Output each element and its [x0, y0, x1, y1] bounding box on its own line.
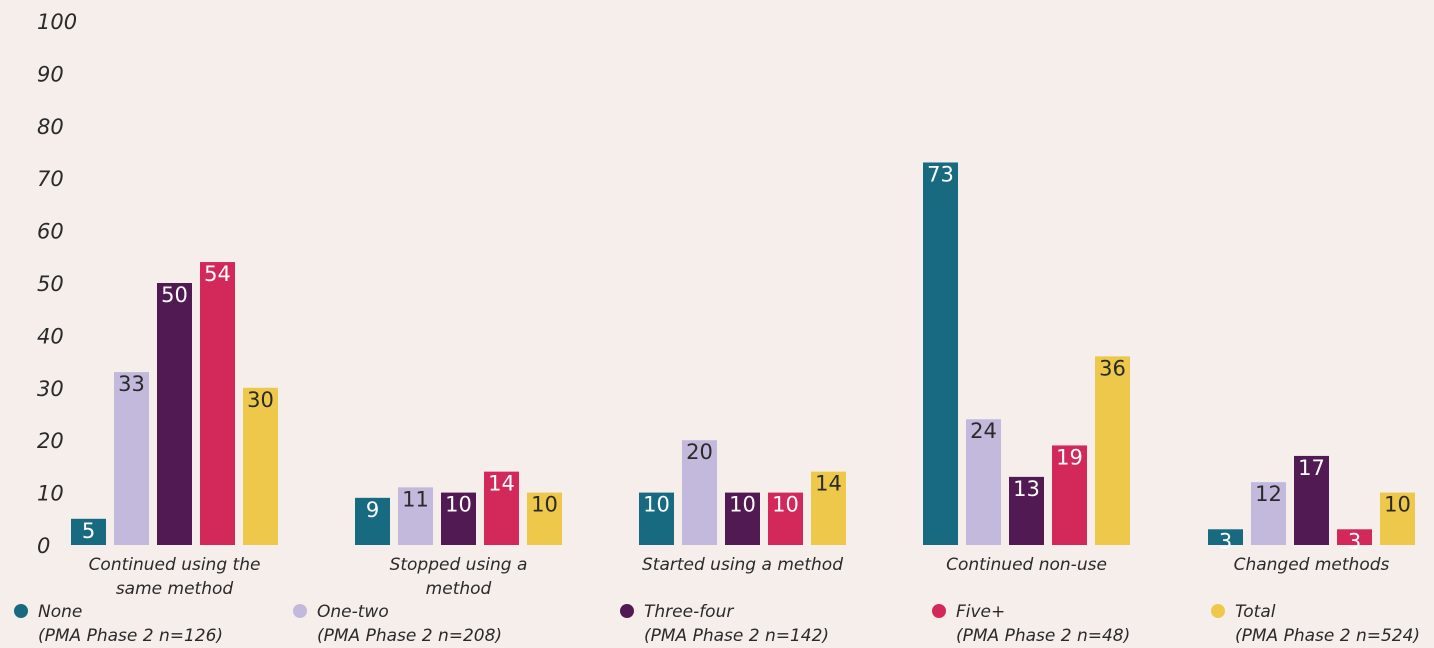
legend-marker	[293, 604, 307, 618]
y-tick-label: 90	[37, 62, 64, 86]
y-tick-label: 70	[37, 167, 64, 191]
bar-value-label: 30	[247, 388, 274, 412]
bar-value-label: 73	[927, 162, 954, 186]
category-label: Continued using the	[89, 555, 261, 575]
bar-value-label: 24	[970, 419, 997, 443]
category-label: Continued non-use	[946, 555, 1107, 575]
legend-sublabel: (PMA Phase 2 n=524)	[1235, 626, 1420, 646]
category-label: Changed methods	[1234, 555, 1390, 575]
y-tick-label: 40	[37, 324, 64, 348]
bar	[682, 440, 717, 545]
legend-label: Five+	[956, 602, 1005, 622]
bar	[1208, 529, 1243, 545]
legend-sublabel: (PMA Phase 2 n=48)	[956, 626, 1130, 646]
category-label: Stopped using a	[390, 555, 528, 575]
y-tick-label: 0	[37, 534, 50, 558]
bar-value-label: 12	[1255, 482, 1282, 506]
bar	[441, 492, 476, 545]
bar-value-label: 3	[1348, 529, 1361, 553]
bar-value-label: 50	[161, 283, 188, 307]
bar-value-label: 33	[118, 372, 145, 396]
bar	[243, 387, 278, 545]
bar-value-label: 10	[772, 493, 799, 517]
legend-marker	[620, 604, 634, 618]
bar-value-label: 14	[815, 472, 842, 496]
bar-value-label: 54	[204, 262, 231, 286]
y-tick-label: 10	[37, 482, 64, 506]
legend-marker	[14, 604, 28, 618]
bar	[1095, 356, 1130, 545]
legend-marker	[1211, 604, 1225, 618]
bar	[966, 419, 1001, 545]
bar-value-label: 10	[1384, 493, 1411, 517]
bar	[114, 372, 149, 545]
y-tick-label: 100	[37, 10, 77, 34]
y-tick-label: 60	[37, 220, 64, 244]
bar-value-label: 20	[686, 440, 713, 464]
bar	[1251, 482, 1286, 545]
bar	[725, 492, 760, 545]
bar	[398, 487, 433, 545]
bar-value-label: 10	[729, 493, 756, 517]
bar-value-label: 17	[1298, 456, 1325, 480]
bar	[768, 492, 803, 545]
bar	[1009, 476, 1044, 545]
bar	[923, 162, 958, 546]
legend-label: One-two	[317, 602, 389, 622]
bar-value-label: 10	[445, 493, 472, 517]
category-label: same method	[116, 579, 234, 599]
bar-value-label: 10	[531, 493, 558, 517]
bar	[157, 283, 192, 545]
legend-sublabel: (PMA Phase 2 n=126)	[38, 626, 223, 646]
legend-label: Three-four	[644, 602, 734, 622]
bar	[71, 518, 106, 545]
bar	[639, 492, 674, 545]
bar-value-label: 3	[1219, 529, 1232, 553]
bar	[1294, 455, 1329, 545]
category-label: Started using a method	[642, 555, 843, 575]
legend-label: Total	[1235, 602, 1276, 622]
legend-marker	[932, 604, 946, 618]
bar-value-label: 9	[366, 498, 379, 522]
bar-value-label: 13	[1013, 477, 1040, 501]
bar	[1052, 445, 1087, 545]
bar	[200, 262, 235, 545]
legend-sublabel: (PMA Phase 2 n=142)	[644, 626, 829, 646]
bar	[1337, 529, 1372, 545]
y-tick-label: 20	[37, 429, 64, 453]
bar-value-label: 5	[82, 519, 95, 543]
legend-label: None	[38, 602, 82, 622]
bar	[527, 492, 562, 545]
bar-value-label: 10	[643, 493, 670, 517]
bar-value-label: 11	[402, 487, 429, 511]
bar	[1380, 492, 1415, 545]
y-tick-label: 80	[37, 115, 64, 139]
bar	[355, 497, 390, 545]
bar-value-label: 14	[488, 472, 515, 496]
bar-value-label: 19	[1056, 445, 1083, 469]
bar	[484, 471, 519, 545]
y-tick-label: 50	[37, 272, 64, 296]
bar-value-label: 36	[1099, 356, 1126, 380]
y-tick-label: 30	[37, 377, 64, 401]
category-label: method	[426, 579, 492, 599]
bar	[811, 471, 846, 545]
legend-sublabel: (PMA Phase 2 n=208)	[317, 626, 502, 646]
